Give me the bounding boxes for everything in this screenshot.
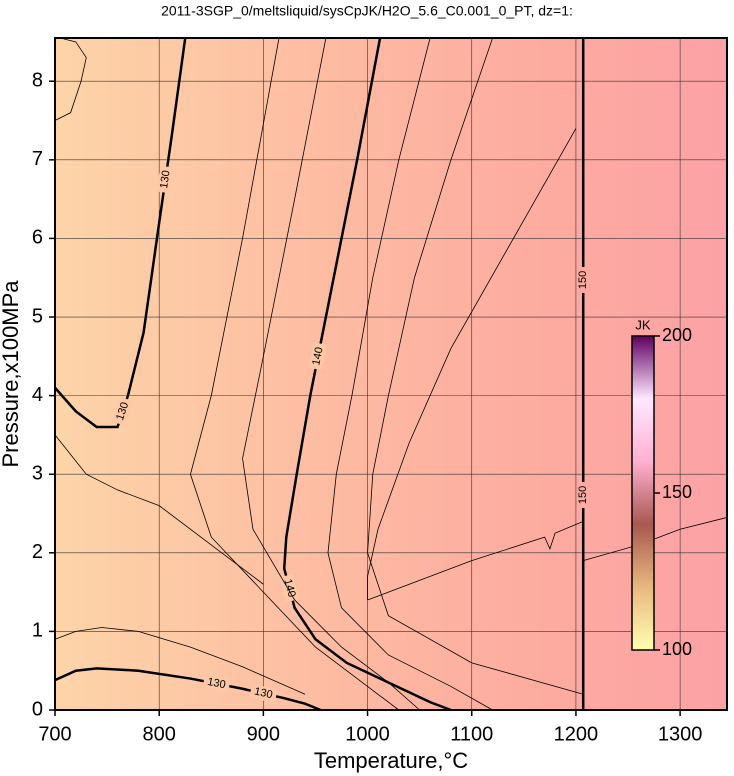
y-axis-label: Pressure,x100MPa [0, 280, 23, 468]
x-tick-label: 1200 [554, 723, 599, 745]
x-tick-label: 900 [247, 723, 280, 745]
contour-label-bg [308, 342, 328, 371]
x-tick-label: 700 [38, 723, 71, 745]
plot-background [55, 38, 727, 710]
contour [242, 37, 420, 711]
y-tick-label: 3 [32, 462, 43, 484]
contour-label-bg [202, 674, 231, 694]
x-tick-label: 1100 [450, 723, 493, 745]
contour [367, 128, 577, 600]
contour [54, 434, 264, 585]
y-tick-label: 7 [32, 148, 43, 170]
contour [327, 37, 493, 711]
colorbar-tick-label: 150 [662, 482, 692, 502]
y-tick-label: 4 [32, 384, 43, 406]
contour-label: 150 [577, 271, 589, 289]
colorbar-label: JK [635, 317, 651, 332]
contour-label: 130 [206, 676, 226, 691]
contour-bold [54, 667, 322, 712]
y-tick-label: 6 [32, 227, 43, 249]
x-axis-label: Temperature,°C [314, 748, 468, 773]
y-tick-label: 0 [32, 698, 43, 720]
contour-label: 140 [310, 346, 325, 366]
contour-bold [282, 37, 452, 712]
colorbar [631, 335, 655, 651]
y-tick-label: 8 [32, 70, 43, 92]
contour-label-bg [111, 396, 134, 426]
contour-label: 130 [253, 686, 274, 702]
colorbar-tick-label: 100 [662, 639, 692, 659]
contour [367, 520, 584, 601]
plot-frame [54, 37, 728, 711]
contour-bold [54, 37, 187, 429]
x-tick-label: 1300 [658, 723, 703, 745]
contour [190, 37, 400, 711]
contour [583, 517, 728, 562]
contour-label-bg [156, 165, 175, 194]
contour-label-bg [577, 266, 590, 293]
x-tick-label: 800 [142, 723, 175, 745]
contour-label-bg [249, 683, 278, 704]
contour-label: 130 [158, 170, 173, 190]
contour-label-bg [577, 481, 590, 508]
colorbar-tick-label: 200 [662, 325, 692, 345]
contour-label: 140 [281, 578, 297, 599]
contour-label-bg [279, 573, 300, 603]
y-tick-label: 1 [32, 620, 43, 642]
contour [54, 37, 87, 121]
x-tick-label: 1000 [345, 723, 390, 745]
y-tick-label: 2 [32, 541, 43, 563]
contour-label: 150 [577, 486, 589, 504]
contour [54, 627, 306, 695]
chart-title: 2011-3SGP_0/meltsliquid/sysCpJK/H2O_5.6_… [161, 3, 573, 19]
y-tick-label: 5 [32, 305, 43, 327]
contour-label: 130 [114, 401, 131, 422]
contour [367, 37, 584, 695]
